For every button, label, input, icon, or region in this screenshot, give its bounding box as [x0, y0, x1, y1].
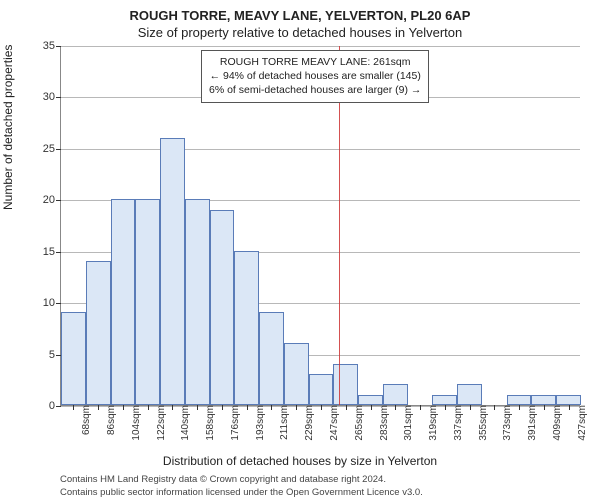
- annotation-line-2: ← 94% of detached houses are smaller (14…: [209, 69, 421, 83]
- y-tick-label: 15: [43, 246, 61, 258]
- histogram-bar: [135, 199, 160, 405]
- x-tick-label: 427sqm: [573, 405, 588, 441]
- y-tick-label: 10: [43, 297, 61, 309]
- x-tick-label: 211sqm: [275, 405, 290, 440]
- y-tick-label: 25: [43, 143, 61, 155]
- histogram-bar: [383, 384, 408, 405]
- chart-title-main: ROUGH TORRE, MEAVY LANE, YELVERTON, PL20…: [12, 8, 588, 23]
- chart-area: 0510152025303568sqm86sqm104sqm122sqm140s…: [60, 46, 580, 406]
- x-tick-label: 193sqm: [251, 405, 266, 441]
- histogram-bar: [234, 251, 259, 405]
- grid-line: [61, 149, 580, 150]
- histogram-bar: [61, 312, 86, 405]
- histogram-bar: [210, 210, 235, 405]
- x-tick-label: 337sqm: [449, 405, 464, 441]
- histogram-bar: [259, 312, 284, 405]
- histogram-bar: [309, 374, 334, 405]
- x-tick-label: 229sqm: [300, 405, 315, 441]
- x-tick-label: 86sqm: [102, 405, 117, 435]
- y-tick-label: 35: [43, 40, 61, 52]
- y-tick-label: 5: [49, 349, 61, 361]
- footer-line-1: Contains HM Land Registry data © Crown c…: [60, 474, 588, 487]
- grid-line: [61, 46, 580, 47]
- x-tick-label: 247sqm: [325, 405, 340, 441]
- histogram-bar: [284, 343, 309, 405]
- annotation-line-3: 6% of semi-detached houses are larger (9…: [209, 83, 421, 97]
- x-tick-label: 283sqm: [375, 405, 390, 441]
- histogram-bar: [86, 261, 111, 405]
- footer-line-2: Contains public sector information licen…: [60, 487, 588, 500]
- x-tick-label: 265sqm: [350, 405, 365, 441]
- histogram-bar: [507, 395, 532, 405]
- y-tick-label: 0: [49, 400, 61, 412]
- x-tick-label: 355sqm: [474, 405, 489, 441]
- y-axis-label: Number of detached properties: [1, 45, 15, 210]
- y-tick-label: 30: [43, 91, 61, 103]
- histogram-bar: [358, 395, 383, 405]
- histogram-bar: [457, 384, 482, 405]
- y-tick-label: 20: [43, 194, 61, 206]
- plot-area: 0510152025303568sqm86sqm104sqm122sqm140s…: [60, 46, 580, 406]
- x-tick-label: 140sqm: [176, 405, 191, 441]
- x-tick-label: 122sqm: [152, 405, 167, 441]
- x-tick-label: 409sqm: [548, 405, 563, 441]
- chart-footer: Contains HM Land Registry data © Crown c…: [12, 474, 588, 500]
- x-tick-label: 391sqm: [523, 405, 538, 441]
- x-tick-label: 319sqm: [424, 405, 439, 441]
- x-tick-label: 301sqm: [399, 405, 414, 441]
- x-tick-label: 68sqm: [77, 405, 92, 435]
- histogram-bar: [111, 199, 136, 405]
- x-axis-title: Distribution of detached houses by size …: [12, 454, 588, 468]
- histogram-bar: [556, 395, 581, 405]
- histogram-bar: [432, 395, 457, 405]
- x-tick-label: 176sqm: [226, 405, 241, 441]
- annotation-box: ROUGH TORRE MEAVY LANE: 261sqm← 94% of d…: [201, 50, 429, 103]
- x-tick-label: 373sqm: [498, 405, 513, 441]
- histogram-bar: [531, 395, 556, 405]
- histogram-bar: [185, 199, 210, 405]
- x-tick-label: 158sqm: [201, 405, 216, 441]
- chart-container: ROUGH TORRE, MEAVY LANE, YELVERTON, PL20…: [0, 0, 600, 500]
- annotation-line-1: ROUGH TORRE MEAVY LANE: 261sqm: [209, 55, 421, 69]
- x-tick-label: 104sqm: [127, 405, 142, 441]
- histogram-bar: [333, 364, 358, 405]
- histogram-bar: [160, 138, 185, 405]
- chart-title-sub: Size of property relative to detached ho…: [12, 25, 588, 40]
